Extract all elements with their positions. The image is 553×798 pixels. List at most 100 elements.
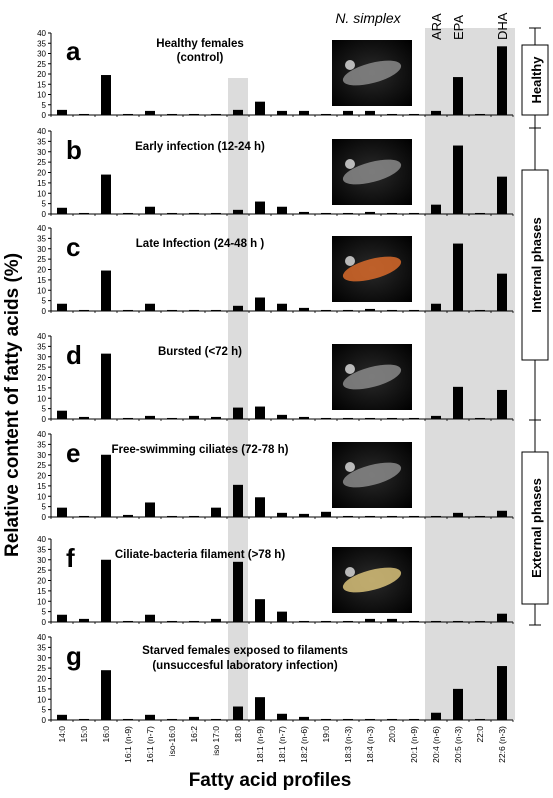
bar-f-18 [453, 620, 463, 622]
y-tick-label: 25 [37, 664, 46, 673]
bar-a-15 [387, 113, 397, 115]
panel-title: Late Infection (24-48 h ) [136, 238, 265, 250]
bar-b-13 [343, 212, 353, 214]
bar-a-0 [57, 109, 67, 115]
bar-e-18 [453, 512, 463, 517]
x-tick-label: 20:5 (n-3) [453, 726, 463, 763]
x-axis-label: Fatty acid profiles [189, 770, 352, 791]
bar-e-19 [475, 515, 485, 517]
y-tick-label: 20 [37, 70, 46, 79]
bar-f-17 [431, 620, 441, 622]
y-tick-label: 15 [37, 384, 46, 393]
bar-a-12 [321, 113, 331, 115]
bar-c-12 [321, 309, 331, 311]
bar-d-12 [321, 417, 331, 419]
x-tick-label: 18:4 (n-3) [365, 726, 375, 763]
y-tick-label: 15 [37, 179, 46, 188]
shade-18-0 [228, 78, 248, 720]
bar-d-18 [453, 386, 463, 419]
y-tick-label: 40 [37, 430, 46, 439]
bar-b-3 [123, 212, 133, 214]
bar-c-10 [277, 303, 287, 311]
y-tick-label: 30 [37, 451, 46, 460]
bar-b-12 [321, 212, 331, 214]
bar-d-9 [255, 406, 265, 419]
bar-g-17 [431, 712, 441, 720]
bar-f-5 [167, 620, 177, 622]
bar-f-1 [79, 618, 89, 622]
y-tick-label: 30 [37, 353, 46, 362]
bar-g-0 [57, 714, 67, 720]
x-tick-label: 14:0 [57, 726, 67, 743]
y-tick-label: 20 [37, 675, 46, 684]
panel-subtitle: (unsuccesful laboratory infection) [152, 660, 337, 672]
bar-c-3 [123, 309, 133, 311]
y-tick-label: 0 [42, 415, 47, 424]
x-tick-label: iso 17:0 [211, 726, 221, 756]
species-label: N. simplex [335, 10, 401, 26]
bar-a-14 [365, 110, 375, 115]
highlight-labels: ARA EPA DHA [429, 12, 510, 40]
y-tick-label: 5 [42, 503, 47, 512]
y-tick-label: 30 [37, 148, 46, 157]
x-tick-label: 18:2 (n-6) [299, 726, 309, 763]
y-tick-label: 25 [37, 158, 46, 167]
bar-g-7 [211, 718, 221, 720]
bar-e-7 [211, 507, 221, 517]
bar-a-5 [167, 113, 177, 115]
bar-c-16 [409, 309, 419, 311]
panel-letter: e [66, 438, 80, 468]
bar-e-17 [431, 515, 441, 517]
bar-d-19 [475, 417, 485, 419]
y-tick-label: 25 [37, 566, 46, 575]
bar-f-7 [211, 618, 221, 622]
bar-b-6 [189, 212, 199, 214]
bar-d-10 [277, 414, 287, 419]
bar-f-0 [57, 614, 67, 622]
bar-e-0 [57, 507, 67, 517]
phase-label-internal: Internal phases [529, 217, 544, 312]
panel-letter: d [66, 340, 82, 370]
bar-g-5 [167, 718, 177, 720]
y-tick-label: 0 [42, 513, 47, 522]
bar-g-8 [233, 706, 243, 720]
y-tick-label: 0 [42, 618, 47, 627]
bar-g-15 [387, 718, 397, 720]
y-tick-label: 0 [42, 111, 47, 120]
shade-pufa [425, 28, 515, 720]
bar-b-1 [79, 212, 89, 214]
bar-a-13 [343, 110, 353, 115]
y-axis-label: Relative content of fatty acids (%) [2, 253, 23, 557]
bar-c-9 [255, 297, 265, 311]
bar-c-2 [101, 270, 111, 311]
y-tick-label: 20 [37, 374, 46, 383]
panel-letter: b [66, 135, 82, 165]
y-tick-label: 5 [42, 405, 47, 414]
bar-e-6 [189, 515, 199, 517]
bar-e-15 [387, 515, 397, 517]
phase-label-external: External phases [529, 478, 544, 578]
bar-d-17 [431, 415, 441, 419]
bar-a-3 [123, 113, 133, 115]
y-tick-label: 15 [37, 587, 46, 596]
bar-e-14 [365, 515, 375, 517]
bar-e-13 [343, 515, 353, 517]
bar-e-12 [321, 511, 331, 517]
bar-b-8 [233, 209, 243, 214]
y-tick-label: 25 [37, 60, 46, 69]
bar-e-5 [167, 515, 177, 517]
specimen-photo [332, 40, 412, 106]
bar-b-4 [145, 206, 155, 214]
bar-g-3 [123, 718, 133, 720]
bar-b-9 [255, 201, 265, 214]
y-tick-label: 5 [42, 200, 47, 209]
bar-d-13 [343, 417, 353, 419]
bar-f-8 [233, 561, 243, 622]
y-tick-label: 40 [37, 332, 46, 341]
bar-d-7 [211, 416, 221, 419]
bar-c-6 [189, 309, 199, 311]
y-tick-label: 5 [42, 101, 47, 110]
